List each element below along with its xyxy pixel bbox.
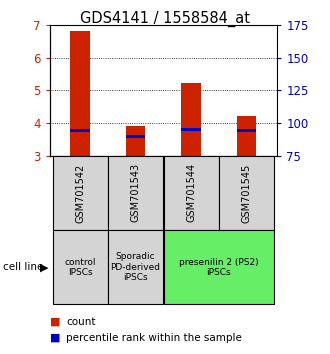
Bar (70, 130, 90, 132)
Text: GDS4141 / 1558584_at: GDS4141 / 1558584_at (80, 11, 250, 27)
Text: percentile rank within the sample: percentile rank within the sample (66, 333, 242, 343)
Text: GSM701543: GSM701543 (131, 163, 141, 223)
Text: GSM701542: GSM701542 (75, 163, 85, 223)
Text: ■: ■ (50, 317, 60, 327)
Text: ▶: ▶ (40, 262, 49, 272)
Bar (52, 230, 108, 304)
Text: ■: ■ (50, 333, 60, 343)
Bar (164, 230, 274, 304)
Bar (70, 31, 90, 156)
Bar (237, 130, 256, 132)
Text: count: count (66, 317, 95, 327)
Bar (237, 116, 256, 156)
Text: cell line: cell line (3, 262, 44, 272)
Text: GSM701545: GSM701545 (242, 163, 252, 223)
Bar (126, 135, 145, 138)
Bar (182, 128, 201, 131)
Bar (52, 156, 108, 230)
Text: presenilin 2 (PS2)
iPSCs: presenilin 2 (PS2) iPSCs (179, 258, 259, 277)
Bar (126, 126, 145, 156)
Bar (108, 156, 163, 230)
Text: Sporadic
PD-derived
iPSCs: Sporadic PD-derived iPSCs (111, 252, 161, 282)
Bar (164, 156, 218, 230)
Bar (219, 156, 274, 230)
Bar (108, 230, 163, 304)
Bar (182, 83, 201, 156)
Text: control
IPSCs: control IPSCs (64, 258, 96, 277)
Text: GSM701544: GSM701544 (186, 163, 196, 223)
